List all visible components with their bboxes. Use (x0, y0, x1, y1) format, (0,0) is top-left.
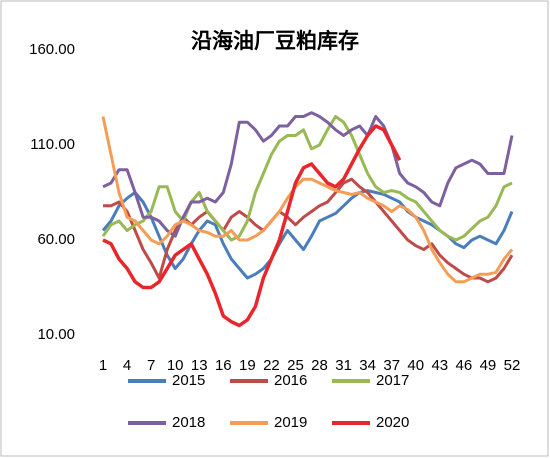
legend-label: 2015 (172, 372, 205, 389)
legend-label: 2019 (274, 414, 307, 431)
chart-title: 沿海油厂豆粕库存 (191, 29, 359, 53)
x-tick-label: 43 (431, 357, 448, 374)
x-tick-label: 22 (263, 357, 280, 374)
legend-label: 2017 (376, 372, 409, 389)
legend-label: 2016 (274, 372, 307, 389)
x-tick-label: 7 (147, 357, 155, 374)
x-tick-label: 10 (167, 357, 184, 374)
legend-label: 2020 (376, 414, 409, 431)
x-tick-label: 4 (123, 357, 131, 374)
y-tick-label: 60.00 (37, 231, 75, 248)
x-tick-label: 25 (287, 357, 304, 374)
y-tick-label: 160.00 (29, 41, 75, 58)
x-tick-label: 46 (456, 357, 473, 374)
x-tick-label: 40 (407, 357, 424, 374)
line-series (101, 115, 513, 242)
line-series (103, 177, 514, 284)
x-tick-label: 16 (215, 357, 232, 374)
x-tick-label: 34 (359, 357, 376, 374)
x-tick-label: 31 (335, 357, 352, 374)
x-tick-label: 37 (383, 357, 400, 374)
x-tick-label: 1 (99, 357, 107, 374)
x-tick-label: 13 (191, 357, 208, 374)
y-tick-label: 110.00 (30, 136, 75, 153)
x-tick-label: 52 (504, 357, 521, 374)
legend-label: 2018 (172, 414, 205, 431)
x-tick-label: 49 (480, 357, 497, 374)
line-series (102, 111, 514, 238)
x-tick-label: 19 (239, 357, 256, 374)
line-series (101, 116, 514, 284)
line-series (102, 124, 402, 328)
y-tick-label: 10.00 (37, 326, 75, 343)
x-tick-label: 28 (311, 357, 328, 374)
